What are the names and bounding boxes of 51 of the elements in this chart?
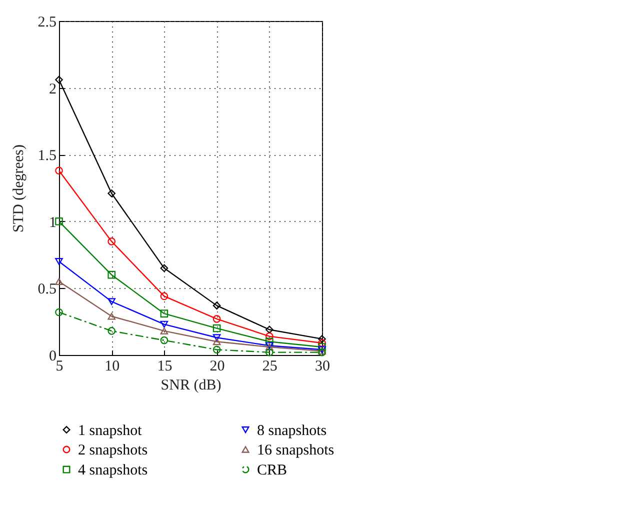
y-axis-title: STD (degrees)	[10, 144, 27, 232]
point	[108, 298, 116, 306]
point	[55, 166, 63, 175]
point	[212, 302, 221, 310]
point	[265, 326, 274, 334]
legend-label: CRB	[257, 462, 288, 478]
point	[212, 346, 221, 354]
legend-label: 2 snapshots	[78, 442, 148, 458]
point	[55, 258, 63, 265]
y-tick-label: 1	[49, 214, 56, 231]
point	[108, 238, 116, 246]
y-tick-label: 1.5	[38, 148, 56, 164]
point	[265, 332, 274, 340]
point	[318, 335, 326, 343]
legend-label: 8 snapshots	[257, 422, 327, 439]
x-tick-label: 5	[56, 358, 64, 374]
point	[55, 278, 63, 285]
y-tick-label: 2.5	[38, 14, 56, 30]
point	[160, 320, 168, 328]
point	[55, 76, 63, 84]
point	[108, 270, 116, 279]
x-tick-label: 15	[157, 358, 172, 374]
point	[160, 327, 168, 334]
x-tick-label: 30	[315, 358, 330, 374]
point	[212, 334, 221, 342]
point	[160, 336, 168, 344]
point	[108, 312, 116, 320]
y-tick-label: 0.5	[38, 282, 56, 298]
point	[160, 310, 168, 318]
point	[212, 324, 221, 332]
x-tick-label: 10	[104, 358, 120, 374]
y-tick-label: 0	[49, 348, 56, 364]
point	[160, 264, 168, 272]
legend-label: 16 snapshots	[257, 442, 334, 458]
point	[55, 308, 63, 316]
y-tick-label: 2	[49, 81, 56, 98]
point	[318, 339, 326, 347]
legend-label: 4 snapshots	[78, 462, 148, 478]
point	[212, 338, 221, 346]
point	[55, 217, 63, 226]
point	[108, 189, 116, 198]
point	[212, 315, 221, 323]
x-axis-title: SNR (dB)	[160, 378, 222, 394]
x-tick-label: 25	[262, 358, 278, 374]
point	[108, 327, 116, 335]
point	[265, 338, 274, 346]
point	[160, 292, 168, 300]
legend-label: 1 snapshot	[78, 422, 143, 439]
x-tick-label: 20	[210, 358, 225, 374]
point	[265, 348, 274, 356]
point	[318, 343, 326, 351]
